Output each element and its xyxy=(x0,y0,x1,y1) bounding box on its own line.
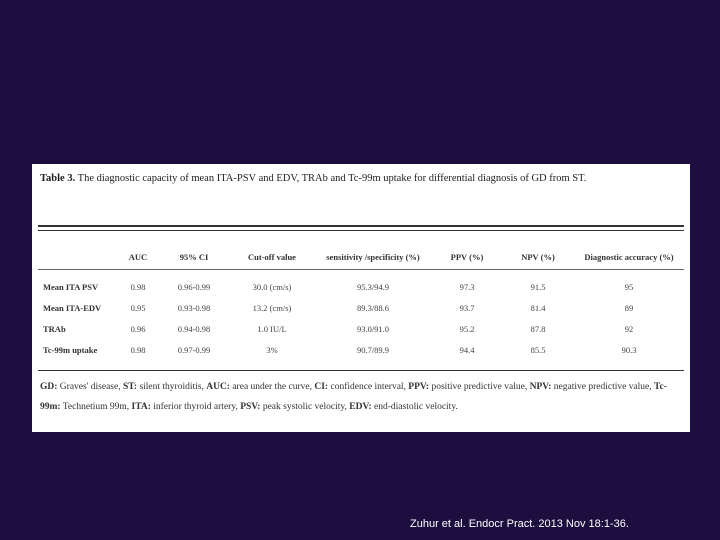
table-cell: 0.98 xyxy=(130,344,146,355)
footnote-def: negative predictive value, xyxy=(551,382,655,392)
footnote-term: NPV: xyxy=(529,382,552,392)
table-cell: 89.3/88.6 xyxy=(356,302,390,313)
column-header: Cut-off value xyxy=(230,244,314,270)
footnote-def: peak systolic velocity, xyxy=(260,402,350,412)
table-cell: 0.98 xyxy=(130,281,146,292)
footnote-term: EDV: xyxy=(349,402,372,412)
footnote-def: Technetium 99m, xyxy=(60,402,132,412)
row-label: Tc-99m uptake xyxy=(43,344,98,355)
table-cell: 0.96 xyxy=(130,323,146,334)
footnote-term: Tc-99m: xyxy=(40,382,667,412)
table-row: Mean ITA PSV 0.98 0.96-0.99 30.0 (cm/s) … xyxy=(38,276,684,297)
footnote-def: positive predictive value, xyxy=(429,382,530,392)
table-cell: 91.5 xyxy=(530,281,546,292)
table-row: TRAb 0.96 0.94-0.98 1.0 IU/L 93.0/91.0 9… xyxy=(38,318,684,339)
footnote-def: Graves' disease, xyxy=(57,382,123,392)
table-cell: 3% xyxy=(266,344,278,355)
table-cell: 93.7 xyxy=(459,302,475,313)
footnote-def: inferior thyroid artery, xyxy=(150,402,241,412)
row-label: Mean ITA-EDV xyxy=(43,302,102,313)
table-cell: 95 xyxy=(624,281,634,292)
footnote-term: AUC: xyxy=(206,382,230,392)
table-title-text: The diagnostic capacity of mean ITA-PSV … xyxy=(75,173,587,184)
table-cell: 93.0/91.0 xyxy=(356,323,390,334)
table-cell: 0.93-0.98 xyxy=(177,302,211,313)
table-row: Mean ITA-EDV 0.95 0.93-0.98 13.2 (cm/s) … xyxy=(38,297,684,318)
data-table: AUC 95% CI Cut-off value sensitivity /sp… xyxy=(38,244,684,360)
bottom-rule xyxy=(38,370,684,371)
top-rule-thick xyxy=(38,225,684,227)
footnote-term: ITA: xyxy=(131,402,151,412)
column-header: 95% CI xyxy=(158,244,230,270)
column-header xyxy=(38,244,118,270)
column-header: NPV (%) xyxy=(502,244,574,270)
table-title-label: Table 3. xyxy=(40,173,76,184)
footnote-term: CI: xyxy=(314,382,329,392)
column-header: AUC xyxy=(118,244,158,270)
footnote-term: GD: xyxy=(40,382,58,392)
table-cell: 95.3/94.9 xyxy=(356,281,390,292)
table-cell: 85.5 xyxy=(530,344,546,355)
footnote-def: confidence interval, xyxy=(328,382,409,392)
citation: Zuhur et al. Endocr Pract. 2013 Nov 18:1… xyxy=(410,518,629,530)
top-rule-thin xyxy=(38,230,684,231)
table-cell: 0.95 xyxy=(130,302,146,313)
row-label: TRAb xyxy=(43,323,66,334)
table-footnote: GD: Graves' disease, ST: silent thyroidi… xyxy=(40,377,680,417)
row-label: Mean ITA PSV xyxy=(43,281,99,292)
table-row: Tc-99m uptake 0.98 0.97-0.99 3% 90.7/89.… xyxy=(38,339,684,360)
table-header-row: AUC 95% CI Cut-off value sensitivity /sp… xyxy=(38,244,684,270)
table-cell: 90.3 xyxy=(621,344,637,355)
footnote-def: silent thyroiditis, xyxy=(137,382,207,392)
table-panel: Table 3. The diagnostic capacity of mean… xyxy=(32,164,690,432)
column-header: PPV (%) xyxy=(432,244,502,270)
table-cell: 94.4 xyxy=(459,344,475,355)
footnote-term: PSV: xyxy=(240,402,261,412)
table-title: Table 3. The diagnostic capacity of mean… xyxy=(40,173,586,184)
column-header: Diagnostic accuracy (%) xyxy=(574,244,684,270)
footnote-def: area under the curve, xyxy=(229,382,315,392)
table-cell: 90.7/89.9 xyxy=(356,344,390,355)
footnote-term: ST: xyxy=(122,382,138,392)
table-cell: 92 xyxy=(624,323,634,334)
table-cell: 97.3 xyxy=(459,281,475,292)
table-cell: 95.2 xyxy=(459,323,475,334)
table-cell: 0.97-0.99 xyxy=(177,344,211,355)
table-cell: 0.94-0.98 xyxy=(177,323,211,334)
table-cell: 30.0 (cm/s) xyxy=(252,281,292,292)
footnote-def: end-diastolic velocity. xyxy=(371,402,458,412)
table-cell: 1.0 IU/L xyxy=(257,323,287,334)
table-cell: 89 xyxy=(624,302,634,313)
column-header: sensitivity /specificity (%) xyxy=(314,244,432,270)
table-cell: 0.96-0.99 xyxy=(177,281,211,292)
table-cell: 87.8 xyxy=(530,323,546,334)
footnote-term: PPV: xyxy=(408,382,430,392)
table-cell: 81.4 xyxy=(530,302,546,313)
table-cell: 13.2 (cm/s) xyxy=(252,302,292,313)
